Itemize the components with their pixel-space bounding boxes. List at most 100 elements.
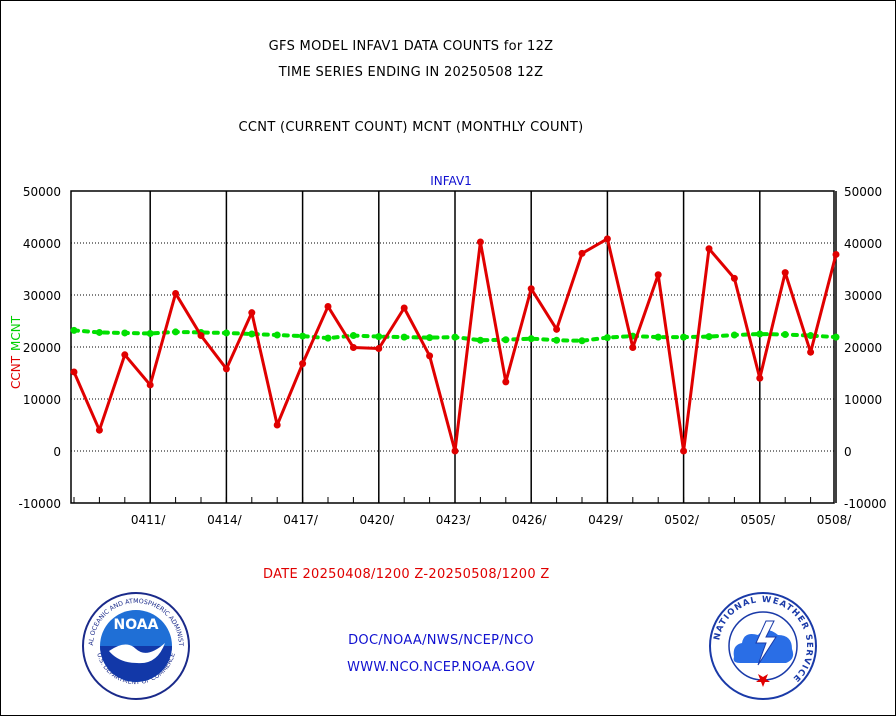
- chart-subtitle: CCNT (CURRENT COUNT) MCNT (MONTHLY COUNT…: [238, 120, 584, 135]
- data-point-ccnt: [426, 352, 434, 360]
- x-tick-label: 0502/: [664, 513, 700, 527]
- data-point-mcnt: [324, 334, 332, 342]
- footer-org-path: DOC/NOAA/NWS/NCEP/NCO: [348, 633, 534, 648]
- data-point-mcnt: [578, 337, 586, 345]
- noaa-seal-icon: NATIONAL OCEANIC AND ATMOSPHERIC ADMINIS…: [78, 586, 190, 700]
- data-point-mcnt: [476, 336, 484, 344]
- data-point-ccnt: [476, 238, 484, 246]
- data-point-ccnt: [248, 309, 256, 317]
- data-point-ccnt: [324, 302, 332, 310]
- data-point-ccnt: [654, 271, 662, 279]
- tick-layer: 50000 50000 40000 40000 30000 30000 20000 20000…: [18, 185, 886, 527]
- data-point-ccnt: [95, 426, 103, 434]
- data-point-mcnt: [807, 332, 815, 340]
- data-point-ccnt: [578, 249, 586, 257]
- data-point-ccnt: [197, 332, 205, 340]
- y-tick-label-left: 20000: [23, 341, 61, 355]
- data-point-mcnt: [502, 336, 510, 344]
- y-tick-label-right: 10000: [844, 393, 882, 407]
- data-point-ccnt: [680, 447, 688, 455]
- x-tick-label: 0508/: [817, 513, 853, 527]
- data-point-mcnt: [121, 329, 129, 337]
- plot-area-border: [70, 190, 835, 504]
- data-point-ccnt: [832, 250, 840, 258]
- data-point-ccnt: [349, 344, 357, 352]
- data-point-ccnt: [70, 368, 78, 376]
- data-point-mcnt: [349, 332, 357, 340]
- x-tick-label: 0420/: [360, 513, 396, 527]
- grid-layer: [71, 191, 837, 503]
- data-point-ccnt: [603, 235, 611, 243]
- data-point-ccnt: [121, 351, 129, 359]
- data-point-mcnt: [95, 328, 103, 336]
- x-tick-label: 0414/: [207, 513, 243, 527]
- y-tick-label-right: 0: [844, 445, 852, 459]
- data-point-mcnt: [426, 334, 434, 342]
- plot-label: INFAV1: [430, 174, 472, 188]
- x-tick-label: 0411/: [131, 513, 167, 527]
- y-tick-label-left: 50000: [23, 185, 61, 199]
- data-point-ccnt: [375, 345, 383, 353]
- x-tick-label: 0423/: [436, 513, 472, 527]
- data-point-mcnt: [680, 333, 688, 341]
- data-point-mcnt: [705, 333, 713, 341]
- data-point-mcnt: [375, 333, 383, 341]
- y-tick-label-left: -10000: [18, 497, 61, 511]
- data-point-ccnt: [273, 421, 281, 429]
- data-point-ccnt: [400, 304, 408, 312]
- data-point-ccnt: [172, 289, 180, 297]
- data-point-mcnt: [400, 333, 408, 341]
- footer-website: WWW.NCO.NCEP.NOAA.GOV: [347, 660, 535, 675]
- data-point-mcnt: [730, 331, 738, 339]
- data-point-ccnt: [553, 325, 561, 333]
- y-tick-label-left: 40000: [23, 237, 61, 251]
- data-point-mcnt: [146, 329, 154, 337]
- data-point-mcnt: [603, 334, 611, 342]
- data-point-mcnt: [248, 330, 256, 338]
- y-tick-label-right: 50000: [844, 185, 882, 199]
- y-tick-label-left: 0: [53, 445, 61, 459]
- x-tick-label: 0429/: [588, 513, 624, 527]
- data-point-ccnt: [146, 381, 154, 389]
- data-point-ccnt: [222, 365, 230, 373]
- chart-title-line-2: TIME SERIES ENDING IN 20250508 12Z: [278, 65, 544, 80]
- y-tick-label-right: 40000: [844, 237, 882, 251]
- data-point-mcnt: [756, 330, 764, 338]
- x-tick-label: 0417/: [283, 513, 319, 527]
- data-point-mcnt: [172, 328, 180, 336]
- date-range-label: DATE 20250408/1200 Z-20250508/1200 Z: [263, 567, 550, 582]
- data-point-mcnt: [222, 329, 230, 337]
- nws-logo: NATIONAL WEATHER SERVICE: [708, 591, 818, 701]
- y-tick-label-right: 30000: [844, 289, 882, 303]
- noaa-logo: NATIONAL OCEANIC AND ATMOSPHERIC ADMINIS…: [78, 586, 191, 701]
- data-point-ccnt: [629, 344, 637, 352]
- data-point-ccnt: [705, 245, 713, 253]
- data-point-mcnt: [451, 333, 459, 341]
- y-tick-label-left: 30000: [23, 289, 61, 303]
- data-point-mcnt: [527, 335, 535, 343]
- data-point-mcnt: [832, 333, 840, 341]
- series-layer: [70, 235, 840, 455]
- y-axis-label-ccnt: CCNT: [9, 355, 23, 389]
- svg-text:NOAA: NOAA: [114, 617, 159, 633]
- data-point-mcnt: [70, 326, 78, 334]
- data-point-ccnt: [807, 348, 815, 356]
- data-point-mcnt: [273, 331, 281, 339]
- x-tick-label: 0426/: [512, 513, 548, 527]
- chart-title-line-1: GFS MODEL INFAV1 DATA COUNTS for 12Z: [268, 39, 554, 54]
- data-point-mcnt: [299, 332, 307, 340]
- data-point-mcnt: [553, 336, 561, 344]
- y-tick-label-left: 10000: [23, 393, 61, 407]
- data-point-ccnt: [730, 274, 738, 282]
- x-tick-label: 0505/: [741, 513, 777, 527]
- data-point-ccnt: [502, 378, 510, 386]
- data-point-ccnt: [527, 285, 535, 293]
- data-point-ccnt: [781, 269, 789, 277]
- data-point-ccnt: [451, 447, 459, 455]
- y-axis-label-mcnt: MCNT: [9, 315, 23, 351]
- data-point-ccnt: [299, 360, 307, 368]
- data-point-mcnt: [781, 331, 789, 339]
- nws-seal-icon: NATIONAL WEATHER SERVICE: [709, 592, 817, 700]
- data-point-ccnt: [756, 374, 764, 382]
